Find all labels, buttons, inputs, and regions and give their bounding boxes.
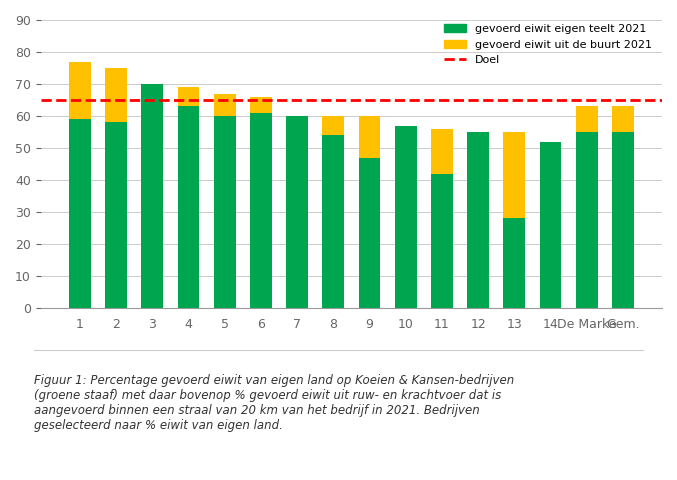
Legend: gevoerd eiwit eigen teelt 2021, gevoerd eiwit uit de buurt 2021, Doel: gevoerd eiwit eigen teelt 2021, gevoerd … [439,20,657,70]
Bar [359,116,380,157]
Bar [214,116,236,308]
Bar [322,135,344,308]
Bar [540,142,561,308]
Bar [105,68,127,122]
Bar [141,84,163,308]
Bar [467,132,489,308]
Bar [431,129,453,174]
Bar [250,97,271,113]
Bar [177,87,199,107]
Bar [69,61,91,119]
Bar [612,107,634,132]
Bar [214,94,236,116]
Text: Figuur 1: Percentage gevoerd eiwit van eigen land op Koeien & Kansen-bedrijven
(: Figuur 1: Percentage gevoerd eiwit van e… [34,374,514,432]
Bar [431,174,453,308]
Bar [105,122,127,308]
Bar [250,113,271,308]
Bar [612,132,634,308]
Bar [576,107,598,132]
Bar [504,132,525,218]
Bar [69,119,91,308]
Bar [395,126,416,308]
Bar [322,116,344,135]
Bar [504,218,525,308]
Bar [177,107,199,308]
Bar [359,157,380,308]
Bar [576,132,598,308]
Bar [286,116,308,308]
